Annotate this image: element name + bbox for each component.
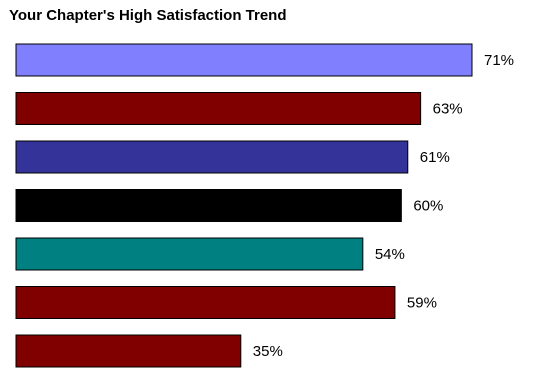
bar-value-label-1: 71% <box>484 52 514 69</box>
chart-title: Your Chapter's High Satisfaction Trend <box>9 7 287 24</box>
bar-4 <box>15 189 402 222</box>
bar-value-label-6: 59% <box>407 295 437 312</box>
bar-6 <box>15 286 396 319</box>
bar-value-label-7: 35% <box>253 343 283 360</box>
bar-value-label-2: 63% <box>433 101 463 118</box>
bar-1 <box>15 43 473 77</box>
bar-5 <box>15 237 364 271</box>
bar-3 <box>15 140 409 174</box>
bar-value-label-3: 61% <box>420 149 450 166</box>
bar-value-label-4: 60% <box>413 198 443 215</box>
bar-7 <box>15 334 242 368</box>
bar-value-label-5: 54% <box>375 246 405 263</box>
bar-2 <box>15 92 422 125</box>
